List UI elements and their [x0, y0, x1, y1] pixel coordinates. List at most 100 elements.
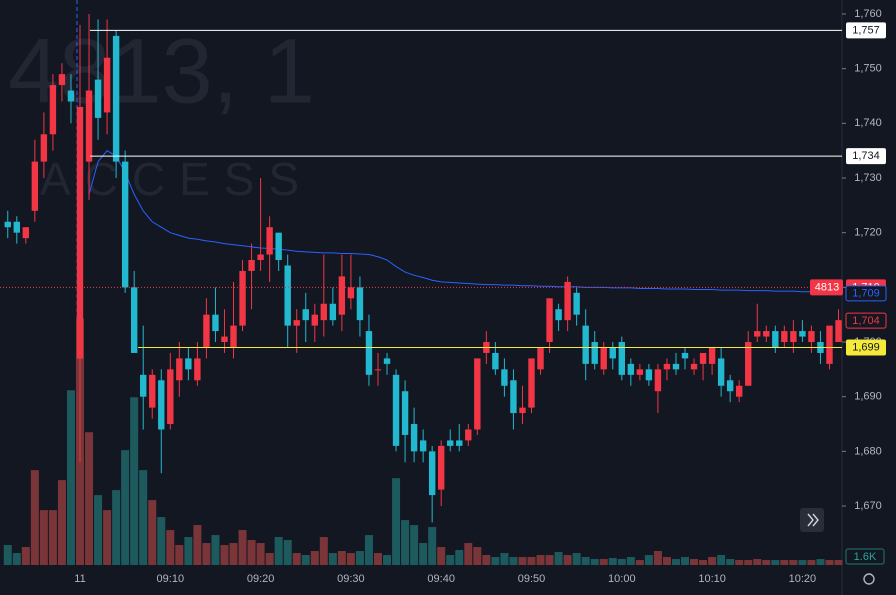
volume-bar: [762, 560, 771, 565]
price-tag-bg: [845, 285, 887, 302]
candle-body: [654, 369, 662, 392]
candle-body: [329, 303, 337, 321]
volume-bar: [617, 559, 626, 565]
watermark-title: 4813, 1: [8, 20, 315, 122]
candle-body: [212, 314, 219, 332]
level-label: 1,699: [852, 341, 880, 353]
candle-body: [735, 385, 743, 397]
volume-bar: [364, 535, 373, 565]
volume-bar: [816, 559, 825, 565]
candle-body: [555, 309, 562, 321]
candle-body: [302, 309, 309, 321]
candle-body: [130, 287, 138, 353]
settings-icon[interactable]: [863, 573, 875, 585]
volume-bar: [491, 557, 500, 565]
candle-body: [663, 363, 671, 370]
candle-body: [85, 90, 93, 162]
volume-bar: [337, 551, 346, 565]
volume-tag-label: 1.6K: [854, 551, 877, 563]
volume-bar: [653, 551, 662, 565]
candle-body: [67, 90, 75, 102]
candle-body: [510, 380, 517, 414]
candle-body: [474, 358, 481, 430]
candle-body: [49, 85, 57, 135]
candle-body: [392, 374, 400, 446]
level-label: 1,757: [852, 24, 880, 36]
volume-bar: [157, 517, 166, 565]
candle-body: [447, 440, 454, 446]
y-tick-label: 1,750: [854, 63, 882, 75]
candle-body: [546, 298, 553, 343]
level-label: 1,734: [852, 150, 880, 162]
candle-body: [618, 342, 625, 375]
volume-bar: [256, 543, 265, 565]
volume-bar: [94, 495, 103, 565]
candle-body: [699, 352, 707, 364]
candle-body: [799, 331, 806, 337]
volume-bar: [834, 560, 843, 565]
scroll-button[interactable]: [800, 508, 824, 532]
candle-body: [140, 374, 147, 397]
candle-body: [58, 74, 66, 86]
volume-bar: [708, 557, 717, 565]
candle-body: [645, 369, 653, 381]
price-tag-label: 1,704: [852, 315, 880, 327]
candle-body: [230, 325, 237, 348]
candle-body: [636, 369, 644, 375]
volume-bar: [581, 557, 590, 565]
candle-body: [717, 358, 725, 386]
volume-bar: [599, 559, 608, 565]
volume-bar: [608, 558, 617, 565]
volume-bar: [148, 500, 157, 565]
candle-body: [501, 369, 508, 386]
candle-body: [790, 331, 797, 343]
candle-body: [763, 331, 770, 337]
candle-body: [835, 320, 842, 343]
volume-bar: [283, 540, 292, 565]
x-tick-label: 10:10: [698, 573, 726, 585]
volume-bar: [175, 545, 184, 565]
volume-bar: [238, 530, 247, 565]
y-tick-label: 1,680: [854, 445, 882, 457]
level-tag: [846, 22, 886, 39]
candle-body: [194, 358, 201, 381]
volume-bar: [373, 553, 382, 565]
volume-bar: [139, 470, 148, 565]
volume-bar: [193, 525, 202, 565]
x-tick-label: 09:40: [427, 573, 455, 585]
volume-bar: [184, 537, 193, 565]
candle-body: [185, 358, 192, 370]
candle-body: [167, 369, 174, 425]
candle-body: [13, 221, 20, 233]
volume-bar: [726, 559, 735, 565]
x-tick-label: 09:10: [157, 573, 185, 585]
candle-body: [320, 303, 328, 321]
candle-body: [419, 440, 427, 452]
volume-bar: [30, 470, 39, 565]
candle-body: [428, 451, 436, 496]
volume-bar: [789, 560, 798, 565]
candle-body: [465, 429, 472, 441]
volume-bar: [635, 560, 644, 565]
candle-body: [176, 358, 183, 381]
candle-body: [365, 331, 373, 375]
scroll-icon: [807, 513, 819, 527]
candle-body: [672, 363, 680, 370]
volume-bar: [229, 543, 238, 565]
candle-body: [221, 336, 228, 343]
volume-bar: [130, 397, 139, 565]
volume-bar: [500, 553, 509, 565]
candle-body: [338, 276, 346, 315]
volume-bar: [392, 478, 401, 565]
y-tick-label: 1,740: [854, 117, 882, 129]
volume-bar: [771, 560, 780, 565]
candle-body: [248, 260, 255, 271]
volume-bar: [626, 557, 635, 565]
volume-bar: [482, 555, 491, 565]
candle-body: [266, 227, 273, 255]
candle-body: [293, 320, 300, 326]
candle-body: [275, 232, 282, 261]
x-tick-label: 10:00: [608, 573, 636, 585]
